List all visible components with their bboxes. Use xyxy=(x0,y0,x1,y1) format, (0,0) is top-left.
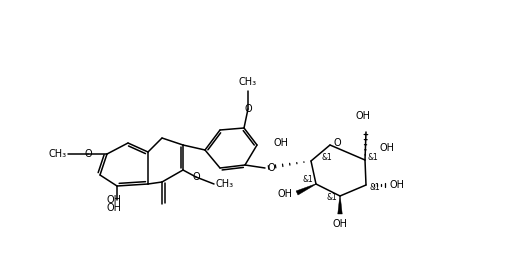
Text: O: O xyxy=(244,104,252,114)
Text: OH: OH xyxy=(106,195,122,205)
Text: OH: OH xyxy=(390,180,405,190)
Polygon shape xyxy=(296,184,316,195)
Polygon shape xyxy=(338,196,342,214)
Text: O: O xyxy=(268,163,276,173)
Text: CH₃: CH₃ xyxy=(49,149,67,159)
Text: &1: &1 xyxy=(369,183,380,192)
Text: OH: OH xyxy=(333,219,347,229)
Text: O: O xyxy=(84,149,92,159)
Text: OH: OH xyxy=(380,143,395,153)
Text: OH: OH xyxy=(278,189,293,199)
Text: OH: OH xyxy=(273,138,288,148)
Text: &1: &1 xyxy=(322,154,333,163)
Text: &1: &1 xyxy=(368,152,379,162)
Text: OH: OH xyxy=(106,203,122,213)
Text: CH₃: CH₃ xyxy=(239,77,257,87)
Text: O: O xyxy=(333,138,341,148)
Text: CH₃: CH₃ xyxy=(216,179,234,189)
Text: &1: &1 xyxy=(302,174,313,183)
Text: &1: &1 xyxy=(326,194,337,203)
Text: OH: OH xyxy=(355,111,371,121)
Text: O: O xyxy=(192,172,200,182)
